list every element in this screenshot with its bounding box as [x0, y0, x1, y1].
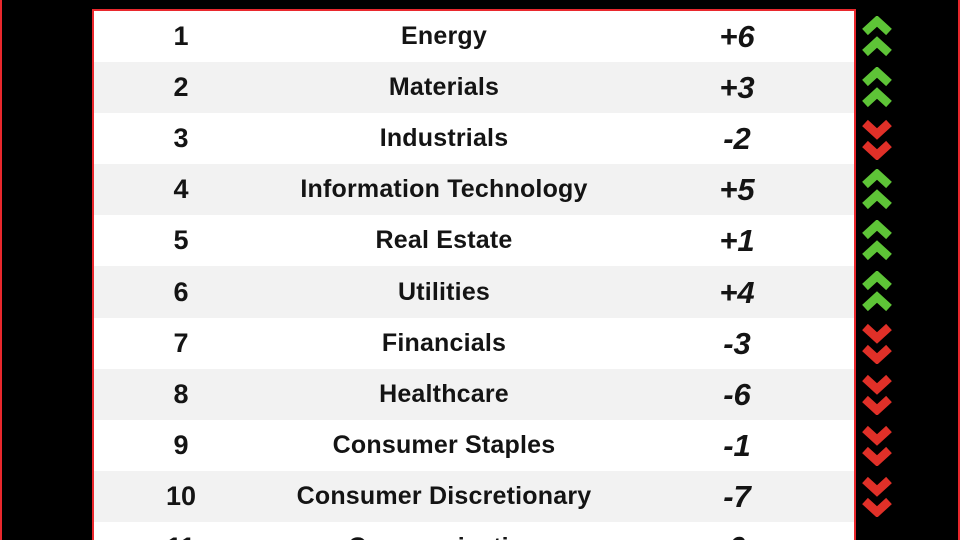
sector-cell: Materials: [388, 73, 500, 102]
table-row: 4 Information Technology +5: [94, 164, 854, 216]
double-chevron-down-icon: [862, 322, 892, 365]
table-row: 3 Industrials -2: [94, 113, 854, 164]
change-cell: 0: [620, 532, 854, 540]
indicator-row: [858, 11, 956, 62]
table-row: 7 Financials -3: [94, 318, 854, 369]
change-cell: +3: [719, 70, 755, 106]
rank-table: 1 Energy +6 2 Materials +3 3 Industrials…: [92, 9, 856, 540]
double-chevron-down-icon: [862, 424, 892, 467]
rank-cell: 11: [94, 533, 268, 540]
rank-cell: 10: [165, 480, 197, 511]
rank-cell: 7: [173, 327, 189, 358]
table-row: 2 Materials +3: [94, 62, 854, 114]
table-row: 8 Healthcare -6: [94, 368, 854, 420]
rank-cell: 5: [173, 225, 189, 256]
indicator-column: [858, 11, 956, 540]
change-cell: -3: [723, 325, 751, 361]
rank-cell: 9: [173, 429, 189, 460]
double-chevron-up-icon: [862, 271, 892, 313]
indicator-row: [858, 369, 956, 420]
rank-cell: 6: [173, 276, 189, 307]
indicator-row: [858, 113, 956, 164]
double-chevron-down-icon: [862, 373, 892, 416]
rank-cell: 2: [173, 72, 189, 103]
indicator-row: [858, 266, 956, 317]
table-row: 11 Communication 0: [94, 522, 854, 540]
sector-cell: Utilities: [397, 277, 491, 306]
change-cell: -7: [723, 478, 751, 514]
table-row: 9 Consumer Staples -1: [94, 420, 854, 471]
double-chevron-up-icon: [862, 219, 892, 262]
double-chevron-up-icon: [862, 168, 892, 211]
double-chevron-up-icon: [862, 15, 892, 58]
sector-cell: Industrials: [379, 124, 509, 153]
table-row: 1 Energy +6: [94, 11, 854, 62]
left-frame-line: [0, 0, 2, 540]
indicator-row: [858, 471, 956, 522]
sector-cell: Consumer Discretionary: [296, 481, 592, 510]
indicator-row: [858, 522, 956, 540]
indicator-row: [858, 62, 956, 113]
indicator-row: [858, 215, 956, 266]
table-row: 5 Real Estate +1: [94, 215, 854, 266]
table-row: 10 Consumer Discretionary -7: [94, 470, 854, 522]
rank-cell: 3: [173, 123, 189, 154]
change-cell: -1: [723, 427, 751, 463]
sector-cell: Communication: [268, 534, 620, 540]
double-chevron-down-icon: [862, 475, 892, 518]
table-row: 6 Utilities +4: [94, 266, 854, 318]
right-frame-line: [958, 0, 960, 540]
change-cell: +5: [719, 172, 755, 208]
rank-cell: 1: [173, 21, 189, 52]
rank-cell: 8: [173, 378, 189, 409]
sector-cell: Energy: [401, 22, 487, 51]
indicator-row: [858, 164, 956, 215]
double-chevron-up-icon: [862, 66, 892, 109]
change-cell: +4: [719, 274, 755, 310]
change-cell: +6: [719, 19, 755, 55]
sector-cell: Real Estate: [375, 226, 513, 255]
indicator-row: [858, 420, 956, 471]
sector-cell: Consumer Staples: [332, 430, 556, 459]
change-cell: -2: [723, 121, 751, 157]
sector-cell: Financials: [381, 328, 507, 357]
change-cell: +1: [719, 223, 755, 259]
change-cell: -6: [723, 376, 751, 412]
sector-cell: Healthcare: [379, 379, 509, 408]
sector-cell: Information Technology: [300, 175, 588, 204]
indicator-row: [858, 318, 956, 369]
double-chevron-down-icon: [862, 118, 892, 160]
rank-cell: 4: [173, 174, 189, 205]
